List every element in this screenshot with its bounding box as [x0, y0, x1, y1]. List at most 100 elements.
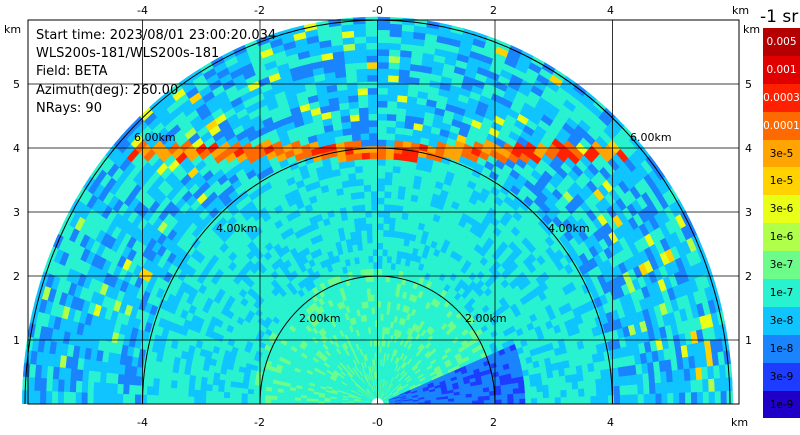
radar-cell [377, 177, 386, 186]
radar-cell [608, 394, 615, 404]
radar-cell [380, 287, 386, 295]
radar-cell [360, 139, 370, 147]
radar-cell [365, 229, 373, 237]
radar-cell [377, 190, 385, 198]
radar-cell [661, 392, 669, 404]
radar-cell [372, 255, 378, 263]
radar-cell [531, 397, 538, 404]
radar-cell [572, 388, 580, 397]
radar-cell [373, 281, 378, 289]
radar-cell [363, 184, 372, 192]
radar-cell [678, 380, 686, 393]
radar-cell [572, 395, 580, 404]
radar-cell [396, 198, 405, 207]
radar-cell [387, 74, 399, 83]
radar-cell [382, 223, 390, 231]
radar-cell [637, 393, 645, 404]
radar-cell [366, 68, 378, 76]
radar-cell [377, 313, 381, 321]
radar-cell [377, 100, 388, 108]
radar-cell [584, 395, 592, 404]
radar-cell [372, 268, 378, 276]
radar-cell [388, 223, 396, 232]
radar-cell [384, 165, 394, 173]
radar-cell [530, 391, 538, 399]
radar-cell [354, 165, 363, 174]
radar-cell [483, 399, 491, 404]
radar-cell [596, 395, 603, 404]
radar-cell [536, 391, 544, 399]
radar-cell [548, 396, 556, 404]
radar-cell [655, 392, 663, 404]
radar-cell [570, 373, 579, 383]
radar-cell [361, 158, 371, 167]
radar-cell [495, 394, 503, 400]
radar-cell [398, 179, 407, 188]
radar-cell [354, 55, 367, 64]
radar-cell [643, 382, 651, 395]
radar-cell [371, 242, 378, 250]
radar-cell [377, 68, 389, 76]
radar-cell [392, 159, 402, 167]
radar-cell [578, 395, 586, 404]
radar-cell [377, 293, 382, 302]
radar-cell [377, 184, 385, 192]
radar-cell [702, 378, 710, 392]
radar-cell [392, 236, 400, 245]
radar-cell [355, 178, 364, 187]
radar-cell [565, 381, 573, 390]
radar-cell [348, 107, 360, 116]
radar-cell [542, 390, 550, 399]
radar-cell [367, 248, 374, 257]
radar-cell [624, 374, 632, 386]
radar-cell [696, 391, 704, 404]
radar-cell [377, 229, 384, 237]
radar-cell [518, 392, 526, 399]
radar-cell [377, 158, 386, 166]
radar-cell [383, 210, 391, 218]
radar-cell [377, 42, 390, 50]
radar-cell [690, 379, 698, 393]
radar-cell [619, 394, 627, 404]
radar-cell [559, 382, 567, 391]
radar-cell [372, 261, 378, 269]
radar-cell [354, 42, 367, 51]
radar-cell [366, 61, 378, 69]
radar-cell [352, 146, 362, 155]
radar-cell [578, 387, 586, 397]
radar-cell [369, 177, 378, 186]
radar-cell [673, 392, 680, 404]
radar-cell [548, 383, 556, 392]
radar-cell [360, 145, 370, 154]
radar-cell [559, 374, 567, 384]
radar-cell [368, 126, 378, 134]
radar-cell [583, 387, 591, 397]
radar-cell [387, 81, 399, 89]
radar-cell [356, 191, 365, 199]
radar-cell [357, 197, 366, 206]
radar-cell [377, 74, 389, 82]
radar-cell [642, 372, 650, 385]
radar-cell [381, 268, 387, 276]
radar-cell [387, 242, 394, 251]
radar-cell [382, 229, 390, 237]
radar-cell [590, 395, 598, 404]
radar-cell [708, 390, 716, 404]
radar-cell [354, 171, 364, 180]
radar-cell [358, 106, 369, 115]
radar-cell [367, 255, 374, 263]
radar-cell [649, 393, 657, 404]
radar-cell [713, 377, 722, 392]
radar-cell [377, 255, 383, 263]
radar-cell [387, 236, 394, 244]
radar-cell [385, 152, 394, 160]
radar-cell [393, 139, 404, 148]
radar-cell [377, 48, 390, 57]
radar-cell [720, 390, 728, 404]
radar-cell [577, 380, 585, 390]
radar-cell [392, 165, 401, 174]
radar-cell [370, 210, 378, 218]
radar-cell [386, 249, 393, 257]
radar-cell [351, 204, 360, 213]
